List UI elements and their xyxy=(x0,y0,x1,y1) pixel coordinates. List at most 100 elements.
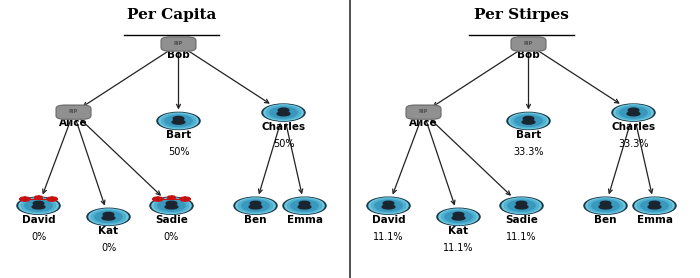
Circle shape xyxy=(519,49,521,50)
FancyBboxPatch shape xyxy=(165,47,192,49)
Circle shape xyxy=(600,201,611,205)
Circle shape xyxy=(91,210,126,224)
Circle shape xyxy=(154,199,189,213)
Circle shape xyxy=(439,209,478,225)
Text: Alice: Alice xyxy=(410,118,438,128)
Circle shape xyxy=(266,106,301,120)
Text: RIP: RIP xyxy=(174,41,183,46)
Text: Sadie: Sadie xyxy=(155,215,188,225)
Text: 11.1%: 11.1% xyxy=(373,232,404,242)
Text: Alice: Alice xyxy=(60,118,88,128)
Circle shape xyxy=(504,199,539,213)
Circle shape xyxy=(374,200,402,211)
Ellipse shape xyxy=(627,112,640,116)
Circle shape xyxy=(522,49,524,50)
Circle shape xyxy=(169,49,171,50)
Circle shape xyxy=(507,112,550,130)
Circle shape xyxy=(649,201,660,205)
Text: Emma: Emma xyxy=(286,215,323,225)
Text: Bob: Bob xyxy=(167,50,190,60)
Circle shape xyxy=(414,117,416,118)
Circle shape xyxy=(262,104,305,121)
Circle shape xyxy=(614,105,653,120)
Circle shape xyxy=(383,201,394,205)
Circle shape xyxy=(180,197,190,201)
Circle shape xyxy=(64,117,66,118)
Circle shape xyxy=(441,210,476,224)
Text: Bart: Bart xyxy=(166,130,191,140)
Ellipse shape xyxy=(452,216,465,220)
Circle shape xyxy=(172,49,174,50)
Circle shape xyxy=(62,116,64,117)
Ellipse shape xyxy=(648,205,661,209)
FancyBboxPatch shape xyxy=(60,115,87,117)
Circle shape xyxy=(278,108,289,112)
Circle shape xyxy=(536,49,538,50)
Circle shape xyxy=(21,199,56,213)
Circle shape xyxy=(150,197,193,214)
FancyBboxPatch shape xyxy=(406,105,441,119)
Circle shape xyxy=(283,197,326,214)
Circle shape xyxy=(180,48,182,49)
Text: Bob: Bob xyxy=(517,50,540,60)
Circle shape xyxy=(511,114,546,128)
Text: Charles: Charles xyxy=(261,122,306,132)
Circle shape xyxy=(453,212,464,217)
Circle shape xyxy=(635,198,674,214)
Ellipse shape xyxy=(298,205,311,209)
Circle shape xyxy=(176,49,178,50)
FancyBboxPatch shape xyxy=(511,37,546,51)
Circle shape xyxy=(71,117,73,118)
Circle shape xyxy=(620,107,648,118)
Circle shape xyxy=(20,197,30,201)
Circle shape xyxy=(164,115,193,126)
Circle shape xyxy=(531,49,532,50)
Circle shape xyxy=(628,108,639,112)
Text: Per Stirpes: Per Stirpes xyxy=(474,8,569,22)
Circle shape xyxy=(153,197,163,201)
FancyBboxPatch shape xyxy=(161,37,196,51)
Text: David: David xyxy=(372,215,405,225)
Circle shape xyxy=(526,49,528,50)
Circle shape xyxy=(241,200,270,211)
Circle shape xyxy=(50,198,55,200)
Circle shape xyxy=(67,117,69,118)
Text: Kat: Kat xyxy=(99,226,118,236)
Circle shape xyxy=(173,116,184,121)
Text: Emma: Emma xyxy=(636,215,673,225)
Circle shape xyxy=(181,49,182,50)
Text: 50%: 50% xyxy=(273,139,294,149)
Circle shape xyxy=(33,201,44,205)
Circle shape xyxy=(640,200,668,211)
Ellipse shape xyxy=(382,205,395,209)
Circle shape xyxy=(47,197,57,201)
Circle shape xyxy=(94,211,122,222)
Circle shape xyxy=(22,198,27,200)
Circle shape xyxy=(65,117,66,118)
Circle shape xyxy=(367,197,410,214)
Circle shape xyxy=(152,198,191,214)
Circle shape xyxy=(592,200,620,211)
Circle shape xyxy=(19,198,58,214)
Circle shape xyxy=(80,117,83,118)
Circle shape xyxy=(236,198,275,214)
Circle shape xyxy=(35,196,42,199)
Circle shape xyxy=(264,105,303,120)
Circle shape xyxy=(161,114,196,128)
Circle shape xyxy=(500,197,543,214)
Circle shape xyxy=(183,48,185,49)
Ellipse shape xyxy=(599,205,612,209)
Circle shape xyxy=(167,48,169,49)
Circle shape xyxy=(238,199,273,213)
Text: Kat: Kat xyxy=(449,226,468,236)
Circle shape xyxy=(516,201,527,205)
Circle shape xyxy=(36,197,41,198)
Circle shape xyxy=(183,198,188,200)
Text: Sadie: Sadie xyxy=(505,215,538,225)
Circle shape xyxy=(520,49,522,50)
Ellipse shape xyxy=(172,120,185,124)
Text: Bart: Bart xyxy=(516,130,541,140)
Text: 0%: 0% xyxy=(31,232,46,242)
Circle shape xyxy=(89,209,128,225)
Circle shape xyxy=(530,48,532,49)
